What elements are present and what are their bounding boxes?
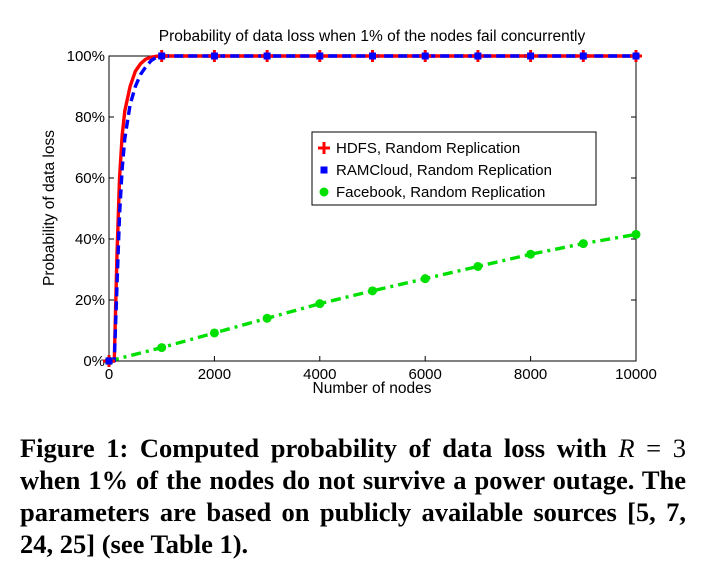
series-lines bbox=[108, 54, 637, 363]
caption-lead: Figure 1: Computed probability of data l… bbox=[20, 433, 607, 463]
hdfs-marker bbox=[318, 142, 330, 154]
legend-entry-label: HDFS, Random Replication bbox=[336, 140, 520, 157]
y-tick-label: 60% bbox=[75, 170, 105, 187]
facebook-marker bbox=[631, 229, 641, 239]
legend-entry-label: Facebook, Random Replication bbox=[336, 184, 545, 201]
x-tick-label: 6000 bbox=[409, 366, 442, 383]
ramcloud-marker bbox=[158, 52, 166, 60]
y-tick-label: 100% bbox=[67, 48, 105, 65]
caption-math-operator: = 3 bbox=[634, 433, 686, 463]
facebook-marker bbox=[319, 187, 329, 197]
x-axis-label: Number of nodes bbox=[313, 380, 432, 397]
chart-title: Probability of data loss when 1% of the … bbox=[159, 28, 586, 45]
ramcloud-marker bbox=[210, 52, 218, 60]
axis-ticks: 0 2000 4000 6000 8000 10000 0% 20% 40% 60% 80% 100% bbox=[67, 48, 657, 383]
series-line-0 bbox=[109, 54, 636, 363]
ramcloud-marker bbox=[421, 52, 429, 60]
facebook-marker bbox=[315, 299, 325, 309]
y-axis-label: Probability of data loss bbox=[41, 130, 58, 286]
y-tick-label: 40% bbox=[75, 231, 105, 248]
probability-chart: Probability of data loss when 1% of the … bbox=[41, 28, 657, 397]
facebook-marker bbox=[473, 261, 483, 271]
series-line-1 bbox=[109, 54, 636, 363]
ramcloud-marker bbox=[474, 52, 482, 60]
x-tick-label: 0 bbox=[105, 366, 113, 383]
plot-frame bbox=[108, 55, 637, 362]
ramcloud-marker bbox=[579, 52, 587, 60]
figure-caption: Figure 1: Computed probability of data l… bbox=[20, 432, 686, 560]
ramcloud-marker bbox=[316, 52, 324, 60]
y-tick-label: 0% bbox=[83, 353, 105, 370]
facebook-marker bbox=[526, 249, 536, 259]
facebook-marker bbox=[262, 313, 272, 323]
ramcloud-marker bbox=[320, 166, 328, 174]
legend-box bbox=[311, 131, 597, 206]
ramcloud-marker bbox=[263, 52, 271, 60]
legend-entry-label: RAMCloud, Random Replication bbox=[336, 162, 552, 179]
facebook-marker bbox=[209, 328, 219, 338]
series-line-2 bbox=[108, 232, 637, 363]
caption-rest: when 1% of the nodes do not survive a po… bbox=[20, 465, 686, 559]
x-tick-label: 8000 bbox=[514, 366, 547, 383]
facebook-marker bbox=[368, 286, 377, 296]
x-tick-label: 2000 bbox=[198, 366, 231, 383]
ramcloud-marker bbox=[369, 52, 376, 60]
facebook-marker bbox=[578, 239, 588, 249]
y-tick-label: 80% bbox=[75, 109, 105, 126]
ramcloud-marker bbox=[632, 52, 640, 60]
facebook-marker bbox=[157, 343, 167, 353]
x-tick-label: 10000 bbox=[615, 366, 657, 383]
ramcloud-marker bbox=[105, 357, 113, 365]
series-markers bbox=[103, 50, 642, 367]
facebook-marker bbox=[420, 274, 430, 284]
x-tick-label: 4000 bbox=[303, 366, 336, 383]
ramcloud-marker bbox=[527, 52, 535, 60]
caption-math-variable: R bbox=[618, 433, 635, 463]
y-tick-label: 20% bbox=[75, 292, 105, 309]
legend: HDFS, Random Replication RAMCloud, Random… bbox=[311, 131, 597, 206]
